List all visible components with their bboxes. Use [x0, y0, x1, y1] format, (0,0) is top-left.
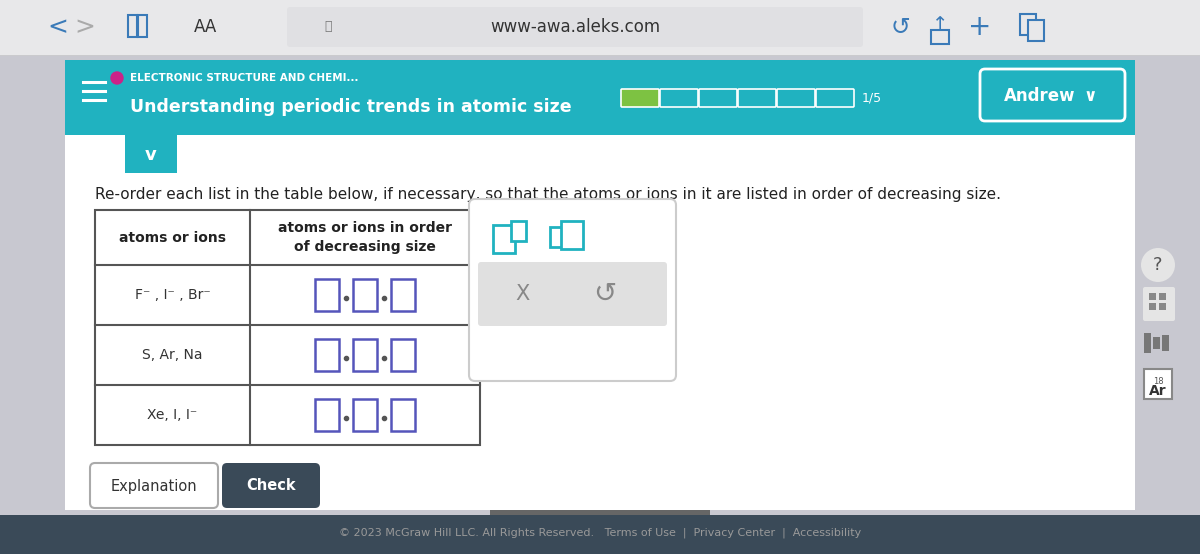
Text: AA: AA: [193, 18, 217, 36]
Bar: [0, 0, 1200, 55]
Bar: [95, 210, 480, 445]
Text: Re-order each list in the table below, if necessary, so that the atoms or ions i: Re-order each list in the table below, i…: [95, 187, 1001, 203]
Bar: [550, 227, 565, 247]
FancyBboxPatch shape: [816, 89, 854, 107]
Text: Ar: Ar: [1150, 384, 1166, 398]
Bar: [1159, 303, 1166, 310]
Text: <: <: [48, 15, 68, 39]
Text: Understanding periodic trends in atomic size: Understanding periodic trends in atomic …: [130, 98, 571, 116]
Bar: [314, 339, 340, 371]
Text: ∨: ∨: [1084, 87, 1097, 105]
Bar: [391, 399, 415, 431]
Text: Check: Check: [246, 479, 296, 494]
Bar: [1150, 293, 1156, 300]
Text: >: >: [74, 15, 96, 39]
FancyBboxPatch shape: [660, 89, 698, 107]
FancyBboxPatch shape: [90, 463, 218, 508]
Text: X: X: [516, 284, 530, 304]
Text: v: v: [145, 146, 157, 164]
Text: © 2023 McGraw Hill LLC. All Rights Reserved.   Terms of Use  |  Privacy Center  : © 2023 McGraw Hill LLC. All Rights Reser…: [338, 528, 862, 538]
Bar: [1162, 335, 1169, 351]
Bar: [1028, 20, 1044, 41]
Bar: [1144, 333, 1151, 353]
Circle shape: [1141, 248, 1175, 282]
Text: S, Ar, Na: S, Ar, Na: [143, 348, 203, 362]
Text: ↺: ↺: [593, 280, 617, 308]
FancyBboxPatch shape: [778, 89, 815, 107]
Text: ELECTRONIC STRUCTURE AND CHEMI...: ELECTRONIC STRUCTURE AND CHEMI...: [130, 73, 359, 83]
Text: www-awa.aleks.com: www-awa.aleks.com: [490, 18, 660, 36]
Bar: [353, 279, 377, 311]
Bar: [490, 510, 710, 515]
FancyBboxPatch shape: [1142, 287, 1175, 321]
Text: Andrew: Andrew: [1004, 87, 1075, 105]
Bar: [1159, 293, 1166, 300]
Bar: [391, 279, 415, 311]
FancyBboxPatch shape: [1144, 369, 1172, 399]
Circle shape: [112, 72, 124, 84]
Text: ↺: ↺: [890, 15, 910, 39]
Bar: [511, 221, 526, 241]
Text: atoms or ions: atoms or ions: [119, 230, 226, 244]
Text: ?: ?: [1153, 256, 1163, 274]
Bar: [65, 60, 1135, 135]
Text: ↑: ↑: [932, 16, 948, 34]
FancyBboxPatch shape: [980, 69, 1126, 121]
Bar: [562, 221, 583, 249]
Bar: [125, 135, 178, 173]
Text: Xe, I, I⁻: Xe, I, I⁻: [148, 408, 198, 422]
FancyBboxPatch shape: [622, 89, 659, 107]
Bar: [353, 399, 377, 431]
Bar: [1020, 14, 1036, 35]
Bar: [391, 339, 415, 371]
Text: +: +: [968, 13, 991, 41]
Text: atoms or ions in order
of decreasing size: atoms or ions in order of decreasing siz…: [278, 221, 452, 254]
Text: 🔒: 🔒: [324, 20, 331, 33]
Bar: [65, 135, 1135, 510]
FancyBboxPatch shape: [469, 199, 676, 381]
Bar: [1153, 337, 1160, 349]
FancyBboxPatch shape: [478, 262, 667, 326]
Bar: [353, 339, 377, 371]
FancyBboxPatch shape: [698, 89, 737, 107]
Bar: [314, 399, 340, 431]
FancyBboxPatch shape: [287, 7, 863, 47]
FancyBboxPatch shape: [222, 463, 320, 508]
Bar: [1150, 303, 1156, 310]
Text: F⁻ , I⁻ , Br⁻: F⁻ , I⁻ , Br⁻: [134, 288, 210, 302]
FancyBboxPatch shape: [738, 89, 776, 107]
Text: 18: 18: [1153, 377, 1163, 386]
Text: Explanation: Explanation: [110, 479, 197, 494]
Bar: [0, 515, 1200, 554]
Bar: [493, 225, 515, 253]
Bar: [314, 279, 340, 311]
Text: 1/5: 1/5: [862, 91, 882, 105]
